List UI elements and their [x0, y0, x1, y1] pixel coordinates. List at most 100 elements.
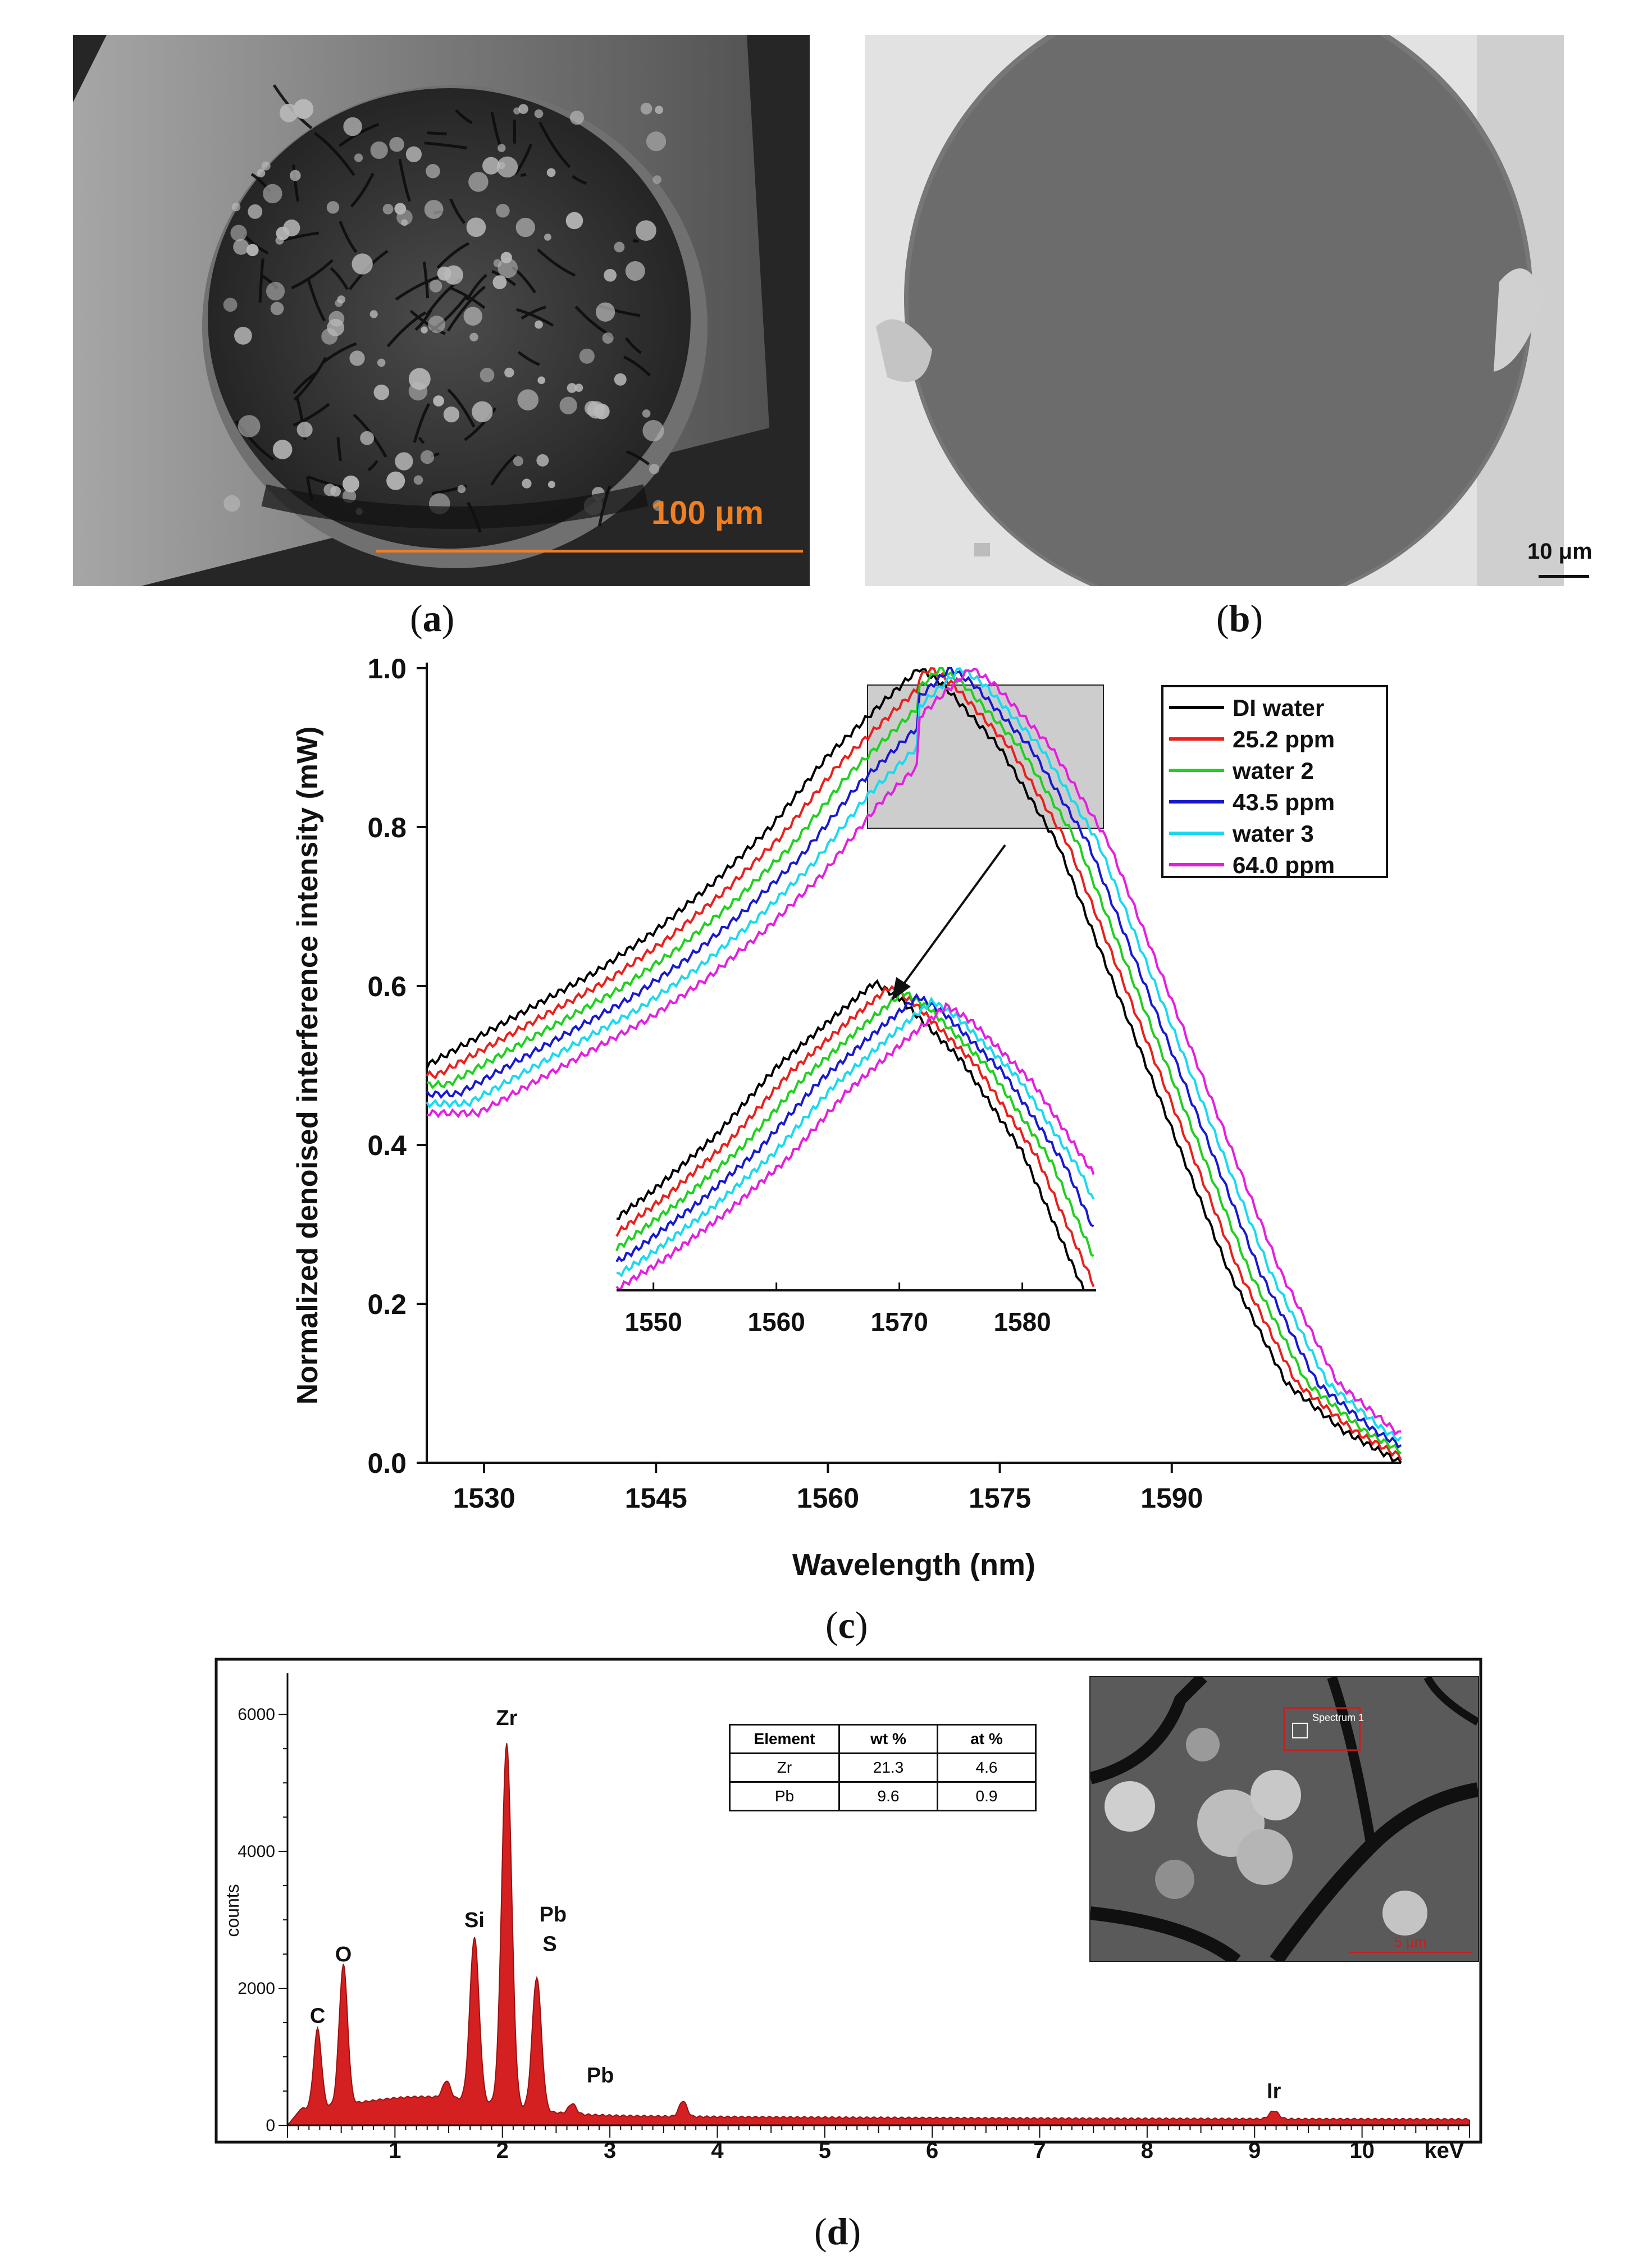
c-inset-x-tick-label: 1550: [625, 1307, 682, 1336]
grain: [574, 384, 583, 392]
crack-line: [291, 259, 334, 290]
d-y-tick-label: 6000: [238, 1705, 275, 1724]
grain: [257, 168, 266, 177]
edx-table-row: Zr 21.3 4.6: [729, 1752, 1037, 1783]
d-x-tick-label: 5: [819, 2138, 831, 2163]
c-zoom-arrow: [897, 844, 1006, 992]
edx-table-header: Element: [729, 1724, 840, 1754]
d-x-tick-label: 9: [1248, 2138, 1261, 2163]
d-y-tick-label: 2000: [238, 1979, 275, 1998]
grain: [272, 440, 293, 459]
edx-inset-sem: Spectrum 1 5 μm: [1090, 1677, 1478, 1961]
crack-line: [436, 242, 469, 269]
c-zoom-arrowhead: [892, 977, 911, 1001]
grain: [498, 162, 505, 170]
d-peak-label: Ir: [1267, 2080, 1281, 2103]
d-peak-label: S: [542, 1932, 556, 1956]
grain: [354, 153, 363, 162]
grain: [544, 233, 551, 241]
d-x-unit: keV: [1424, 2138, 1464, 2163]
grain: [413, 475, 423, 485]
crack-line: [409, 309, 446, 335]
c-legend-entry: 25.2 ppm: [1233, 726, 1335, 752]
grain: [649, 464, 660, 474]
edx-table: Element wt % at % Zr 21.3 4.6 Pb 9.6 0.9: [729, 1724, 1037, 1811]
grain: [420, 450, 435, 464]
d-x-tick-label: 3: [604, 2138, 616, 2163]
c-series-line: [426, 667, 1402, 1455]
crack-line: [386, 311, 427, 348]
grain: [535, 320, 543, 329]
c-y-tick-label: 0.2: [367, 1289, 407, 1320]
panel-b-scale-bar: [1539, 575, 1589, 578]
crack-line: [490, 454, 517, 486]
grain: [395, 452, 413, 471]
grain: [498, 144, 506, 152]
c-x-tick-label: 1560: [797, 1482, 859, 1514]
d-x-tick-label: 1: [389, 2138, 401, 2163]
grain: [263, 184, 282, 204]
grain: [565, 212, 583, 230]
crack-line: [258, 258, 264, 303]
grain: [433, 395, 444, 407]
crack-line: [367, 460, 378, 472]
grain: [614, 373, 627, 386]
grain: [373, 384, 390, 400]
grain: [534, 109, 544, 118]
grain: [369, 310, 378, 318]
c-y-tick-label: 0.4: [367, 1130, 407, 1161]
crack-line: [516, 308, 554, 327]
grain: [428, 316, 446, 334]
d-x-tick-label: 2: [496, 2138, 509, 2163]
grain: [504, 367, 514, 378]
grain: [443, 407, 460, 423]
c-y-tick-label: 0.8: [367, 812, 407, 843]
grain: [636, 220, 656, 241]
grain: [279, 103, 298, 122]
crack-line: [339, 221, 358, 253]
c-series-line: [426, 667, 1402, 1442]
crack-line: [514, 143, 533, 175]
crack-line: [422, 261, 430, 299]
d-peak-label: Pb: [587, 2064, 614, 2087]
grain: [230, 225, 247, 241]
grain: [370, 141, 388, 159]
d-spectrum-area: [286, 1743, 1470, 2126]
edx-table-row: Pb 9.6 0.9: [729, 1781, 1037, 1811]
crack-line: [571, 175, 587, 185]
grain: [496, 156, 518, 178]
grain: [546, 168, 556, 177]
grain: [472, 401, 493, 422]
grain: [515, 217, 535, 238]
c-inset-series-line: [616, 996, 1095, 1278]
grain: [233, 239, 249, 255]
crack-line: [455, 109, 473, 125]
grain: [602, 332, 614, 344]
c-y-tick-label: 0.0: [367, 1448, 407, 1479]
grain: [513, 456, 523, 467]
c-x-tick-label: 1545: [625, 1482, 687, 1514]
grain: [652, 175, 661, 184]
crack-line: [307, 277, 326, 322]
panel-b-scale-text: 10 μm: [1527, 539, 1592, 564]
c-legend-entry: 43.5 ppm: [1233, 789, 1335, 815]
c-inset-series-line: [615, 1002, 1095, 1291]
edx-inset-scale-text: 5 μm: [1394, 1933, 1426, 1950]
crack-line: [313, 132, 355, 176]
crack-line: [521, 305, 546, 320]
grain: [646, 131, 667, 152]
crack-line: [322, 342, 357, 364]
d-x-tick-label: 8: [1141, 2138, 1153, 2163]
d-peak-label: Pb: [540, 1903, 567, 1927]
grain: [360, 431, 375, 445]
c-series-line: [426, 668, 1401, 1436]
crack-line: [293, 357, 327, 401]
grain: [457, 485, 466, 494]
grain: [547, 481, 555, 489]
c-series-line: [426, 667, 1402, 1449]
crack-line: [330, 267, 349, 290]
grain: [342, 475, 359, 492]
grain: [223, 298, 238, 312]
grain: [536, 454, 549, 467]
crack-line: [539, 121, 571, 168]
